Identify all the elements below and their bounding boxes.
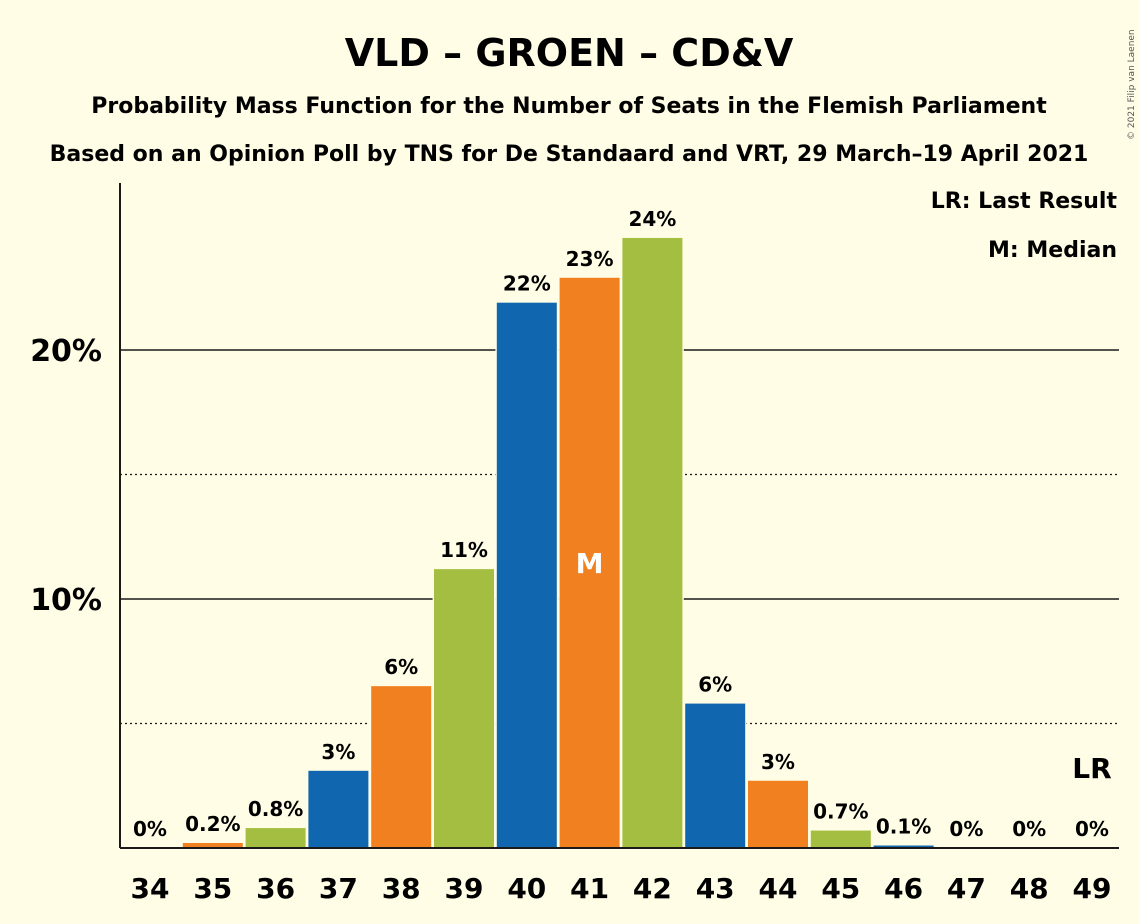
x-tick-label-36: 36 (256, 872, 295, 905)
data-label-44: 3% (761, 750, 795, 774)
x-tick-label-37: 37 (319, 872, 358, 905)
y-tick-label: 10% (30, 583, 102, 618)
legend-last-result: LR: Last Result (931, 189, 1118, 214)
bar-36 (245, 828, 306, 848)
legend-median: M: Median (988, 238, 1117, 263)
x-tick-label-43: 43 (696, 872, 735, 905)
bar-44 (748, 780, 808, 848)
x-tick-label-49: 49 (1073, 872, 1112, 905)
x-tick-label-44: 44 (759, 872, 798, 905)
bar-42 (622, 237, 683, 848)
data-label-35: 0.2% (185, 812, 240, 836)
x-tick-label-45: 45 (821, 872, 860, 905)
data-label-43: 6% (698, 673, 732, 697)
x-tick-label-47: 47 (947, 872, 986, 905)
data-label-48: 0% (1012, 817, 1046, 841)
data-label-37: 3% (321, 740, 355, 764)
axes-group: 10% 20% 34 35 36 37 38 39 40 41 42 43 44 45 46 47 48 49 (30, 183, 1119, 905)
data-label-47: 0% (949, 817, 983, 841)
x-tick-label-38: 38 (382, 872, 421, 905)
y-tick-label: 20% (30, 334, 102, 369)
bar-40 (496, 302, 557, 848)
x-tick-label-42: 42 (633, 872, 672, 905)
median-marker: M (576, 547, 604, 580)
chart-subtitle-2: Based on an Opinion Poll by TNS for De S… (50, 142, 1089, 167)
x-tick-label-41: 41 (570, 872, 609, 905)
bar-35 (182, 843, 243, 848)
copyright-notice: © 2021 Filip van Laenen (1127, 29, 1137, 140)
x-tick-label-35: 35 (193, 872, 232, 905)
data-label-45: 0.7% (813, 800, 868, 824)
x-tick-label-46: 46 (884, 872, 923, 905)
x-tick-label-48: 48 (1010, 872, 1049, 905)
x-tick-label-34: 34 (131, 872, 170, 905)
data-labels-group: 0% 0.2% 0.8% 3% 6% 11% 22% 23% M 24% 6% 3% 0.7% 0.1% 0… (133, 207, 1112, 841)
data-label-40: 22% (503, 272, 551, 296)
last-result-marker: LR (1072, 752, 1111, 785)
chart-title: VLD – GROEN – CD&V (345, 31, 794, 75)
data-label-39: 11% (440, 538, 488, 562)
x-tick-label-40: 40 (507, 872, 546, 905)
data-label-41: 23% (566, 247, 614, 271)
data-label-36: 0.8% (248, 797, 303, 821)
bar-45 (810, 830, 871, 848)
data-label-49: 0% (1075, 817, 1109, 841)
bar-41 (559, 277, 620, 848)
data-label-42: 24% (628, 207, 676, 231)
bar-39 (434, 569, 494, 848)
chart-subtitle-1: Probability Mass Function for the Number… (91, 94, 1047, 119)
data-label-34: 0% (133, 817, 167, 841)
bar-gap-46 (872, 841, 935, 848)
x-tick-label-39: 39 (445, 872, 484, 905)
bar-46 (873, 845, 934, 848)
bar-37 (308, 770, 369, 848)
bar-38 (371, 686, 432, 848)
bars-group (181, 233, 935, 848)
data-label-46: 0.1% (876, 815, 931, 839)
data-label-38: 6% (384, 655, 418, 679)
bar-43 (685, 703, 746, 848)
